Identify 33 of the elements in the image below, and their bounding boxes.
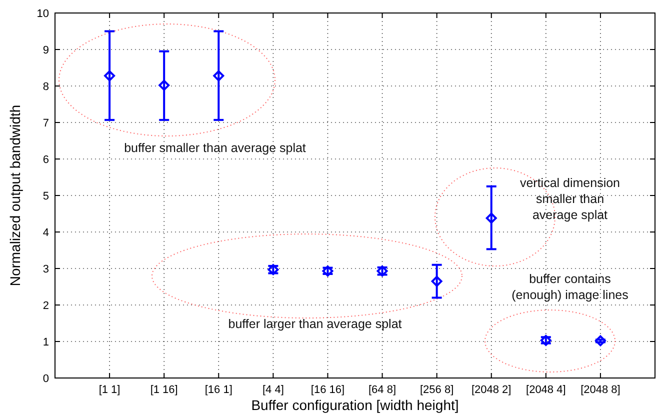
y-tick-label: 7 (42, 117, 49, 130)
x-tick-label: [4 4] (262, 384, 284, 396)
y-tick-label: 2 (42, 300, 49, 312)
point (213, 70, 224, 82)
x-tick-label: [1 16] (150, 384, 178, 396)
annotation: buffer contains (enough) image lines (512, 272, 628, 302)
x-tick-label: [2048 2] (471, 384, 512, 396)
y-tick-label: 0 (42, 372, 49, 385)
x-tick-label: [2048 4] (526, 384, 566, 396)
y-tick-label: 6 (42, 154, 49, 166)
annotation: buffer larger than average splat (228, 317, 402, 331)
x-tick-label: [2048 8] (580, 384, 620, 396)
y-tick-label: 4 (42, 226, 49, 239)
x-axis-title: Buffer configuration [width height] (251, 397, 459, 413)
y-tick-label: 3 (42, 263, 49, 276)
point (104, 70, 116, 82)
point (594, 335, 606, 346)
annotation: buffer smaller than average splat (124, 141, 306, 155)
y-tick-label: 10 (36, 8, 49, 20)
point (431, 276, 442, 287)
annotation: vertical dimension smaller than average splat (520, 176, 620, 222)
y-tick-label: 9 (42, 44, 49, 56)
x-tick-label: [1 1] (98, 384, 120, 396)
x-tick-label: [16 16] (310, 384, 345, 396)
point (158, 80, 170, 91)
y-tick-label: 5 (42, 190, 49, 202)
y-axis-title: Normalized output bandwidth (7, 104, 23, 286)
point (486, 212, 497, 224)
y-tick-label: 8 (42, 80, 49, 93)
y-tick-label: 1 (42, 336, 49, 348)
x-tick-label: [64 8] (368, 384, 396, 396)
x-tick-label: [16 1] (204, 384, 232, 396)
x-tick-label: [256 8] (420, 384, 454, 396)
